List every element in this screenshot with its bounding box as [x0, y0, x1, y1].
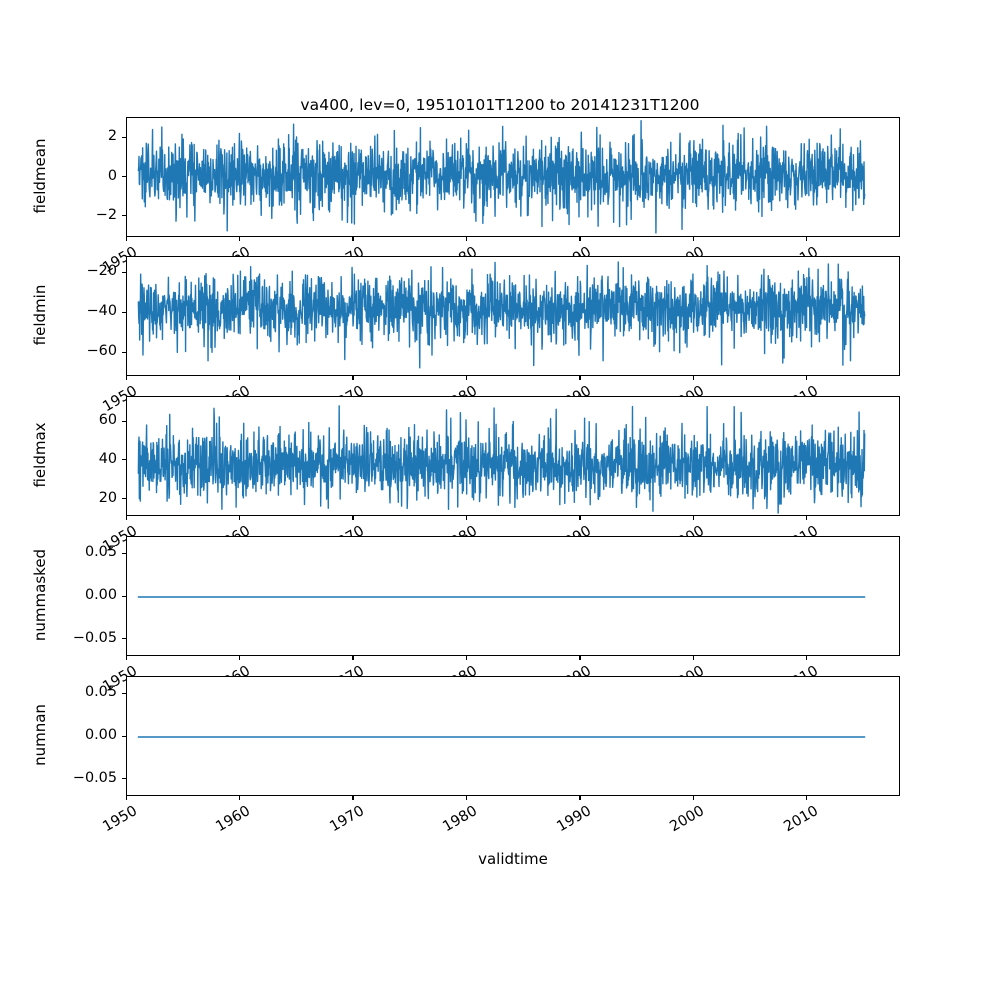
xtick-mark-fieldmean-5 [692, 237, 694, 241]
xtick-mark-fieldmean-6 [806, 237, 808, 241]
x-axis-label: validtime [478, 850, 548, 868]
xtick-mark-nummasked-5 [692, 656, 694, 660]
ytick-label-numnan-1: 0.00 [84, 727, 117, 743]
ytick-mark-fieldmin-1 [122, 311, 126, 313]
xtick-mark-fieldmin-6 [806, 376, 808, 380]
ytick-label-fieldmin-2: −20 [86, 263, 117, 279]
xtick-label-fieldmean-0: 1950 [100, 244, 140, 277]
figure-title: va400, lev=0, 19510101T1200 to 20141231T… [300, 96, 700, 114]
ytick-mark-fieldmean-0 [122, 215, 126, 217]
subplot-nummasked [126, 536, 900, 656]
ytick-label-nummasked-1: 0.00 [84, 587, 117, 603]
xtick-mark-fieldmax-1 [238, 516, 241, 520]
xtick-mark-fieldmax-0 [125, 516, 127, 520]
xtick-mark-fieldmean-2 [352, 237, 354, 241]
xtick-mark-fieldmean-4 [579, 237, 581, 241]
plot-line-nummasked [137, 596, 866, 598]
ytick-mark-fieldmean-1 [122, 176, 126, 178]
xtick-mark-numnan-5 [692, 796, 694, 800]
ytick-mark-nummasked-1 [122, 595, 126, 597]
xtick-mark-numnan-1 [238, 796, 241, 800]
xtick-mark-nummasked-1 [238, 656, 241, 660]
xtick-mark-fieldmax-5 [692, 516, 694, 520]
ytick-label-fieldmax-0: 20 [98, 489, 117, 506]
plot-line-fieldmean [137, 120, 866, 234]
ytick-mark-fieldmax-0 [122, 498, 126, 500]
xtick-mark-nummasked-3 [465, 656, 468, 660]
subplot-fieldmean [126, 117, 900, 237]
ytick-label-nummasked-0: −0.05 [72, 629, 117, 646]
ytick-mark-fieldmax-1 [122, 459, 126, 461]
xtick-mark-fieldmean-1 [238, 237, 241, 241]
xtick-label-fieldmin-0: 1950 [100, 383, 140, 416]
xtick-mark-fieldmax-3 [465, 516, 468, 520]
xtick-mark-fieldmin-4 [579, 376, 581, 380]
ytick-label-fieldmax-2: 60 [98, 412, 117, 429]
xtick-mark-numnan-3 [465, 796, 468, 800]
ytick-label-fieldmean-1: 0 [107, 167, 117, 184]
subplot-fieldmax [126, 396, 900, 516]
subplot-numnan [126, 676, 900, 796]
xtick-label-fieldmax-0: 1950 [100, 523, 140, 556]
xtick-mark-fieldmax-2 [352, 516, 354, 520]
xtick-mark-nummasked-0 [125, 656, 127, 660]
ytick-mark-fieldmin-2 [122, 271, 126, 273]
ytick-mark-numnan-2 [122, 692, 126, 694]
xtick-mark-numnan-0 [125, 796, 127, 800]
plot-line-numnan [137, 736, 866, 738]
ytick-mark-nummasked-0 [122, 638, 126, 640]
ytick-mark-fieldmax-2 [122, 420, 126, 422]
subplot-fieldmin [126, 256, 900, 376]
xtick-mark-fieldmin-3 [465, 376, 468, 380]
xtick-label-nummasked-0: 1950 [100, 663, 140, 696]
ytick-label-fieldmean-0: −2 [95, 206, 117, 223]
xtick-mark-fieldmin-5 [692, 376, 694, 380]
xtick-mark-nummasked-2 [352, 656, 354, 660]
xtick-mark-numnan-6 [806, 796, 808, 800]
xtick-mark-fieldmean-0 [125, 237, 127, 241]
ytick-mark-fieldmean-2 [122, 136, 126, 139]
xtick-mark-numnan-2 [352, 796, 354, 800]
ytick-mark-numnan-1 [122, 735, 126, 737]
xtick-mark-fieldmin-2 [352, 376, 354, 380]
ytick-label-fieldmin-1: −40 [86, 303, 117, 319]
ytick-label-fieldmax-1: 40 [98, 450, 117, 467]
y-axis-label-numnan: numnan [31, 704, 49, 766]
xtick-mark-nummasked-6 [806, 656, 808, 660]
xtick-mark-numnan-4 [579, 796, 581, 800]
plot-line-fieldmax [137, 405, 866, 514]
ytick-label-numnan-0: −0.05 [72, 769, 117, 786]
xtick-mark-fieldmin-1 [238, 376, 241, 380]
xtick-label-numnan-0: 1950 [100, 803, 140, 836]
ytick-mark-numnan-0 [122, 778, 126, 780]
ytick-mark-nummasked-2 [122, 552, 126, 554]
ytick-label-fieldmin-0: −60 [86, 343, 117, 359]
xtick-mark-nummasked-4 [579, 656, 581, 660]
ytick-label-nummasked-2: 0.05 [84, 544, 117, 561]
xtick-mark-fieldmin-0 [125, 376, 127, 380]
plot-line-fieldmin [137, 261, 866, 369]
xtick-mark-fieldmax-6 [806, 516, 808, 520]
ytick-label-fieldmean-2: 2 [107, 128, 117, 145]
ytick-mark-fieldmin-0 [122, 351, 126, 353]
xtick-mark-fieldmax-4 [579, 516, 581, 520]
ytick-label-numnan-2: 0.05 [84, 684, 117, 701]
xtick-mark-fieldmean-3 [465, 237, 468, 241]
